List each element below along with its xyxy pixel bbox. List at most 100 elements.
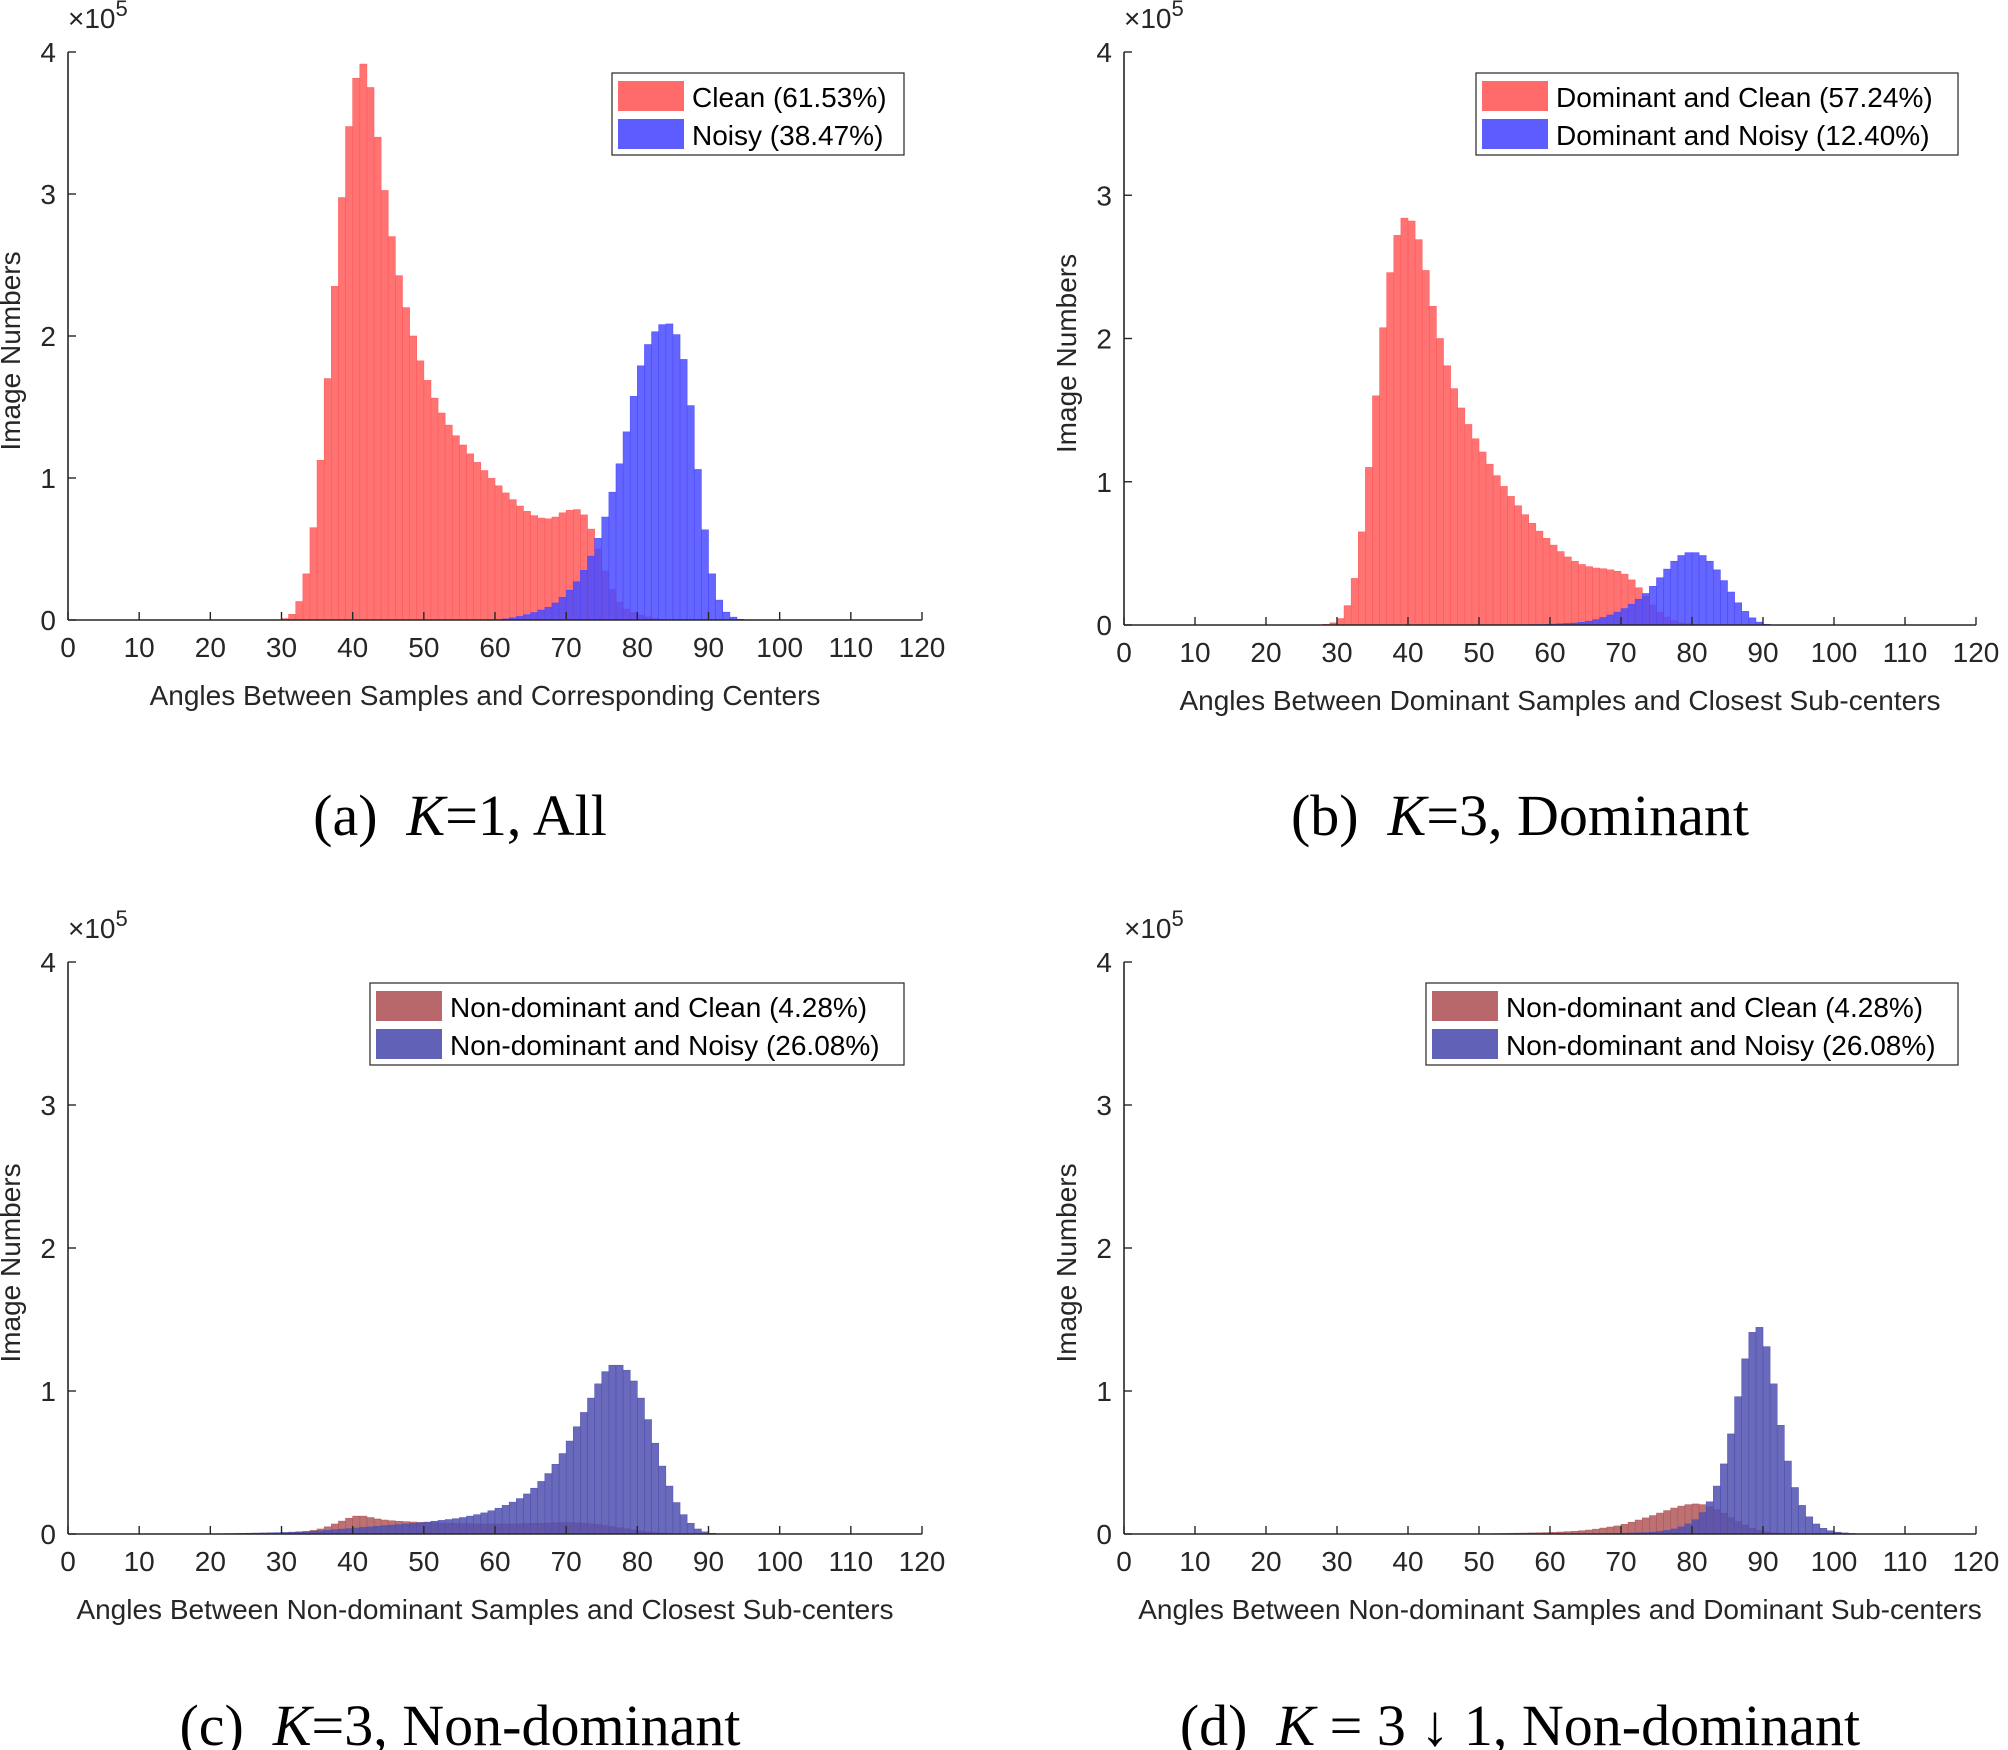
histogram-bar — [658, 324, 667, 621]
histogram-bar — [544, 606, 553, 621]
histogram-bar — [1741, 1358, 1750, 1535]
x-tick-label: 40 — [1392, 1546, 1423, 1577]
x-tick-label: 10 — [1179, 637, 1210, 668]
panel-caption: (b) K=3, Dominant — [1291, 783, 1749, 848]
histogram-bar — [1535, 530, 1544, 626]
histogram-bar — [1705, 560, 1714, 626]
histogram-bar — [1350, 578, 1359, 626]
histogram-bar — [1613, 1525, 1622, 1535]
histogram-bar — [1542, 538, 1551, 626]
histogram-bar — [701, 529, 709, 621]
histogram-bar — [409, 1523, 418, 1535]
histogram-bar — [587, 1397, 595, 1535]
y-axis-label: Image Numbers — [0, 1163, 26, 1362]
legend-swatch — [1482, 81, 1548, 111]
histogram-bar — [480, 470, 489, 621]
histogram-bar — [1386, 272, 1395, 626]
x-tick-label: 0 — [60, 1546, 76, 1577]
histogram-bar — [1705, 1501, 1714, 1535]
x-tick-label: 90 — [1747, 1546, 1778, 1577]
histogram-bar — [295, 601, 304, 621]
chart-panel-d: 0 10 20 30 40 50 60 70 80 90 100 110 120 0 1 2 3 4 ×105 Ang… — [1051, 906, 1999, 1750]
histogram-bar — [594, 1383, 603, 1535]
histogram-bar — [544, 518, 553, 621]
x-tick-label: 110 — [829, 632, 874, 663]
x-tick-label: 80 — [1676, 637, 1707, 668]
panel-caption: (a) K=1, All — [313, 783, 607, 848]
histogram-bar — [501, 1505, 510, 1535]
y-tick-label: 0 — [40, 605, 56, 636]
histogram-bar — [1727, 591, 1735, 626]
histogram-bar — [323, 378, 332, 621]
histogram-bar — [1620, 608, 1629, 626]
x-tick-label: 50 — [408, 632, 439, 663]
histogram-bar — [395, 275, 403, 621]
y-tick-label: 0 — [40, 1519, 56, 1550]
legend-label: Non-dominant and Noisy (26.08%) — [1506, 1030, 1936, 1061]
histogram-bar — [416, 360, 425, 621]
legend-label: Clean (61.53%) — [692, 82, 887, 113]
histogram-bar — [558, 1453, 567, 1535]
y-tick-label: 1 — [40, 1376, 56, 1407]
histogram-bar — [1556, 551, 1565, 626]
histogram-bar — [487, 1510, 496, 1535]
x-tick-label: 120 — [1953, 637, 2000, 668]
x-axis-label: Angles Between Non-dominant Samples and … — [76, 1594, 893, 1625]
histogram-bar — [1741, 611, 1750, 626]
histogram-bar — [629, 1380, 638, 1535]
histogram-bar — [1606, 614, 1615, 626]
histogram-bar — [1507, 496, 1515, 626]
x-axis-label: Angles Between Dominant Samples and Clos… — [1179, 685, 1940, 716]
histogram-bar — [572, 581, 581, 621]
x-tick-label: 20 — [1250, 1546, 1281, 1577]
histogram-bar — [459, 1517, 467, 1535]
x-tick-label: 100 — [1811, 1546, 1858, 1577]
x-tick-label: 30 — [266, 1546, 297, 1577]
y-tick-label: 2 — [40, 321, 56, 352]
histogram-bar — [1571, 560, 1579, 626]
histogram-bar — [1627, 603, 1636, 626]
histogram-bar — [1365, 467, 1373, 626]
histogram-bar — [302, 573, 311, 621]
histogram-bar — [1748, 617, 1757, 626]
histogram-bar — [437, 412, 446, 621]
histogram-bar — [359, 63, 368, 621]
histogram-bar — [644, 344, 652, 621]
histogram-bar — [544, 1473, 553, 1535]
histogram-bar — [1485, 463, 1494, 626]
x-tick-label: 90 — [693, 632, 724, 663]
histogram-bar — [1805, 1516, 1813, 1535]
histogram-bar — [1734, 1396, 1742, 1535]
histogram-bar — [366, 87, 375, 621]
legend-swatch — [376, 991, 442, 1021]
histogram-bar — [444, 424, 453, 621]
histogram-bar — [345, 126, 353, 621]
histogram-bar — [622, 1369, 631, 1535]
histogram-bar — [665, 1485, 674, 1535]
histogram-bar — [338, 197, 346, 621]
histogram-bar — [1713, 569, 1721, 626]
histogram-bar — [1578, 564, 1586, 626]
histogram-bar — [1670, 560, 1679, 626]
histogram-bar — [1684, 552, 1693, 626]
histogram-bar — [679, 359, 688, 621]
histogram-bar — [1514, 505, 1522, 626]
histogram-bar — [1720, 1463, 1728, 1535]
histogram-bar — [672, 1502, 681, 1535]
histogram-bar — [430, 397, 439, 621]
x-tick-label: 20 — [195, 1546, 226, 1577]
histogram-bar — [1429, 305, 1437, 626]
histogram-bar — [1663, 568, 1671, 626]
histogram-bar — [501, 492, 510, 621]
x-tick-label: 0 — [60, 632, 76, 663]
histogram-bar — [466, 453, 474, 621]
x-tick-label: 10 — [124, 632, 155, 663]
y-tick-label: 3 — [40, 1090, 56, 1121]
histogram-bar — [373, 136, 382, 621]
legend: Clean (61.53%) Noisy (38.47%) — [611, 72, 905, 156]
x-tick-label: 110 — [829, 1546, 874, 1577]
histogram-bar — [1457, 407, 1466, 626]
legend: Non-dominant and Clean (4.28%) Non-domina… — [369, 982, 905, 1066]
histogram-bar — [1492, 475, 1501, 626]
y-axis-label: Image Numbers — [1051, 1163, 1082, 1362]
